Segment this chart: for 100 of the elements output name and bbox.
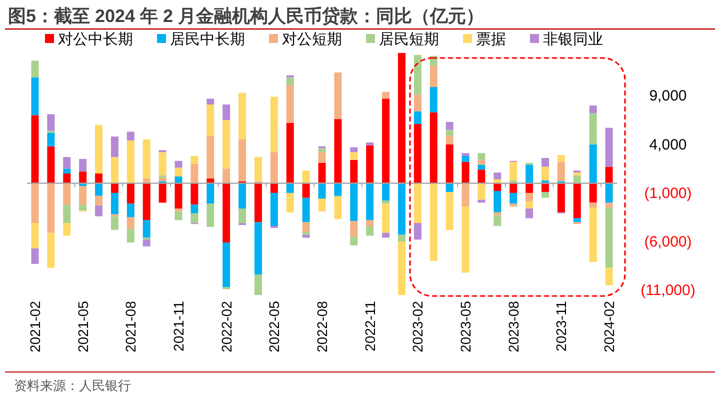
bar xyxy=(446,136,454,144)
bar xyxy=(494,215,502,226)
bar xyxy=(238,183,246,208)
bar xyxy=(334,72,342,120)
bar xyxy=(446,192,454,230)
bar xyxy=(366,142,374,146)
bar xyxy=(174,211,182,220)
bar xyxy=(526,183,534,193)
bar xyxy=(589,144,597,184)
bar xyxy=(589,202,597,208)
bar xyxy=(31,183,39,224)
bar xyxy=(79,158,87,172)
bar xyxy=(589,208,597,262)
bar xyxy=(126,204,134,218)
bar xyxy=(31,60,39,78)
bar xyxy=(541,158,549,167)
bar xyxy=(462,153,470,156)
bar xyxy=(478,170,486,184)
bar xyxy=(47,183,55,233)
bar xyxy=(318,148,326,152)
bar xyxy=(462,156,470,162)
bar xyxy=(110,136,118,157)
bar xyxy=(318,152,326,163)
bar xyxy=(238,139,246,182)
legend-label: 票据 xyxy=(476,31,506,48)
bar xyxy=(31,248,39,264)
bar xyxy=(63,174,71,184)
bar xyxy=(47,132,55,146)
bar xyxy=(206,183,214,204)
y-tick-label: (1,000) xyxy=(644,184,692,202)
bar xyxy=(302,183,310,198)
bar xyxy=(573,175,581,184)
bar xyxy=(382,98,390,184)
bar xyxy=(270,96,278,152)
bar xyxy=(158,177,166,182)
x-tick-label: 2022-11 xyxy=(362,300,378,352)
bar xyxy=(446,130,454,136)
bar xyxy=(31,115,39,184)
bar xyxy=(190,183,198,205)
bar xyxy=(462,206,470,273)
bar xyxy=(286,85,294,123)
legend-label: 居民中长期 xyxy=(170,31,245,48)
bar xyxy=(142,220,150,238)
bar xyxy=(605,166,613,184)
bar xyxy=(334,119,342,184)
bar xyxy=(605,208,613,268)
bar xyxy=(142,139,150,178)
bar xyxy=(334,196,342,220)
bar xyxy=(190,156,198,164)
x-tick-label: 2022-08 xyxy=(314,300,330,352)
bar xyxy=(190,204,198,214)
bar xyxy=(462,183,470,207)
bar xyxy=(95,183,103,196)
bar xyxy=(382,92,390,99)
bar xyxy=(350,160,358,184)
bar xyxy=(126,132,134,140)
bar xyxy=(110,156,118,184)
bar xyxy=(366,226,374,236)
bar xyxy=(79,172,87,184)
y-tick-label: (11,000) xyxy=(640,282,696,300)
legend-label: 对公短期 xyxy=(282,31,342,48)
bar xyxy=(158,152,166,176)
bar xyxy=(366,183,374,220)
bar xyxy=(526,192,534,202)
bar xyxy=(318,183,326,199)
bar xyxy=(478,183,486,200)
bar xyxy=(526,164,534,184)
y-tick-label: 9,000 xyxy=(649,88,687,105)
bar xyxy=(286,192,294,212)
bar xyxy=(350,236,358,246)
bar xyxy=(174,208,182,212)
bar xyxy=(414,54,422,95)
bar xyxy=(270,183,278,193)
bar xyxy=(350,221,358,237)
bar xyxy=(270,152,278,184)
bar xyxy=(398,242,406,295)
bar xyxy=(589,113,597,144)
bar xyxy=(414,94,422,112)
bar xyxy=(414,111,422,124)
bar xyxy=(110,192,118,214)
bar xyxy=(414,183,422,224)
bar xyxy=(174,183,182,208)
bar xyxy=(110,183,118,193)
bar xyxy=(573,218,581,222)
text: 资料来源：人民银行 xyxy=(14,378,131,393)
bar xyxy=(126,140,134,184)
bar xyxy=(541,166,549,180)
bar xyxy=(462,162,470,184)
bar xyxy=(174,160,182,168)
bar xyxy=(206,136,214,178)
bar xyxy=(222,104,230,120)
bar xyxy=(510,192,518,204)
bar xyxy=(174,168,182,176)
bar xyxy=(605,128,613,167)
bar xyxy=(382,232,390,238)
bar xyxy=(414,223,422,240)
bar xyxy=(414,124,422,184)
y-tick-label: 4,000 xyxy=(649,136,687,154)
legend-label: 非银同业 xyxy=(543,31,603,48)
bar xyxy=(366,220,374,226)
